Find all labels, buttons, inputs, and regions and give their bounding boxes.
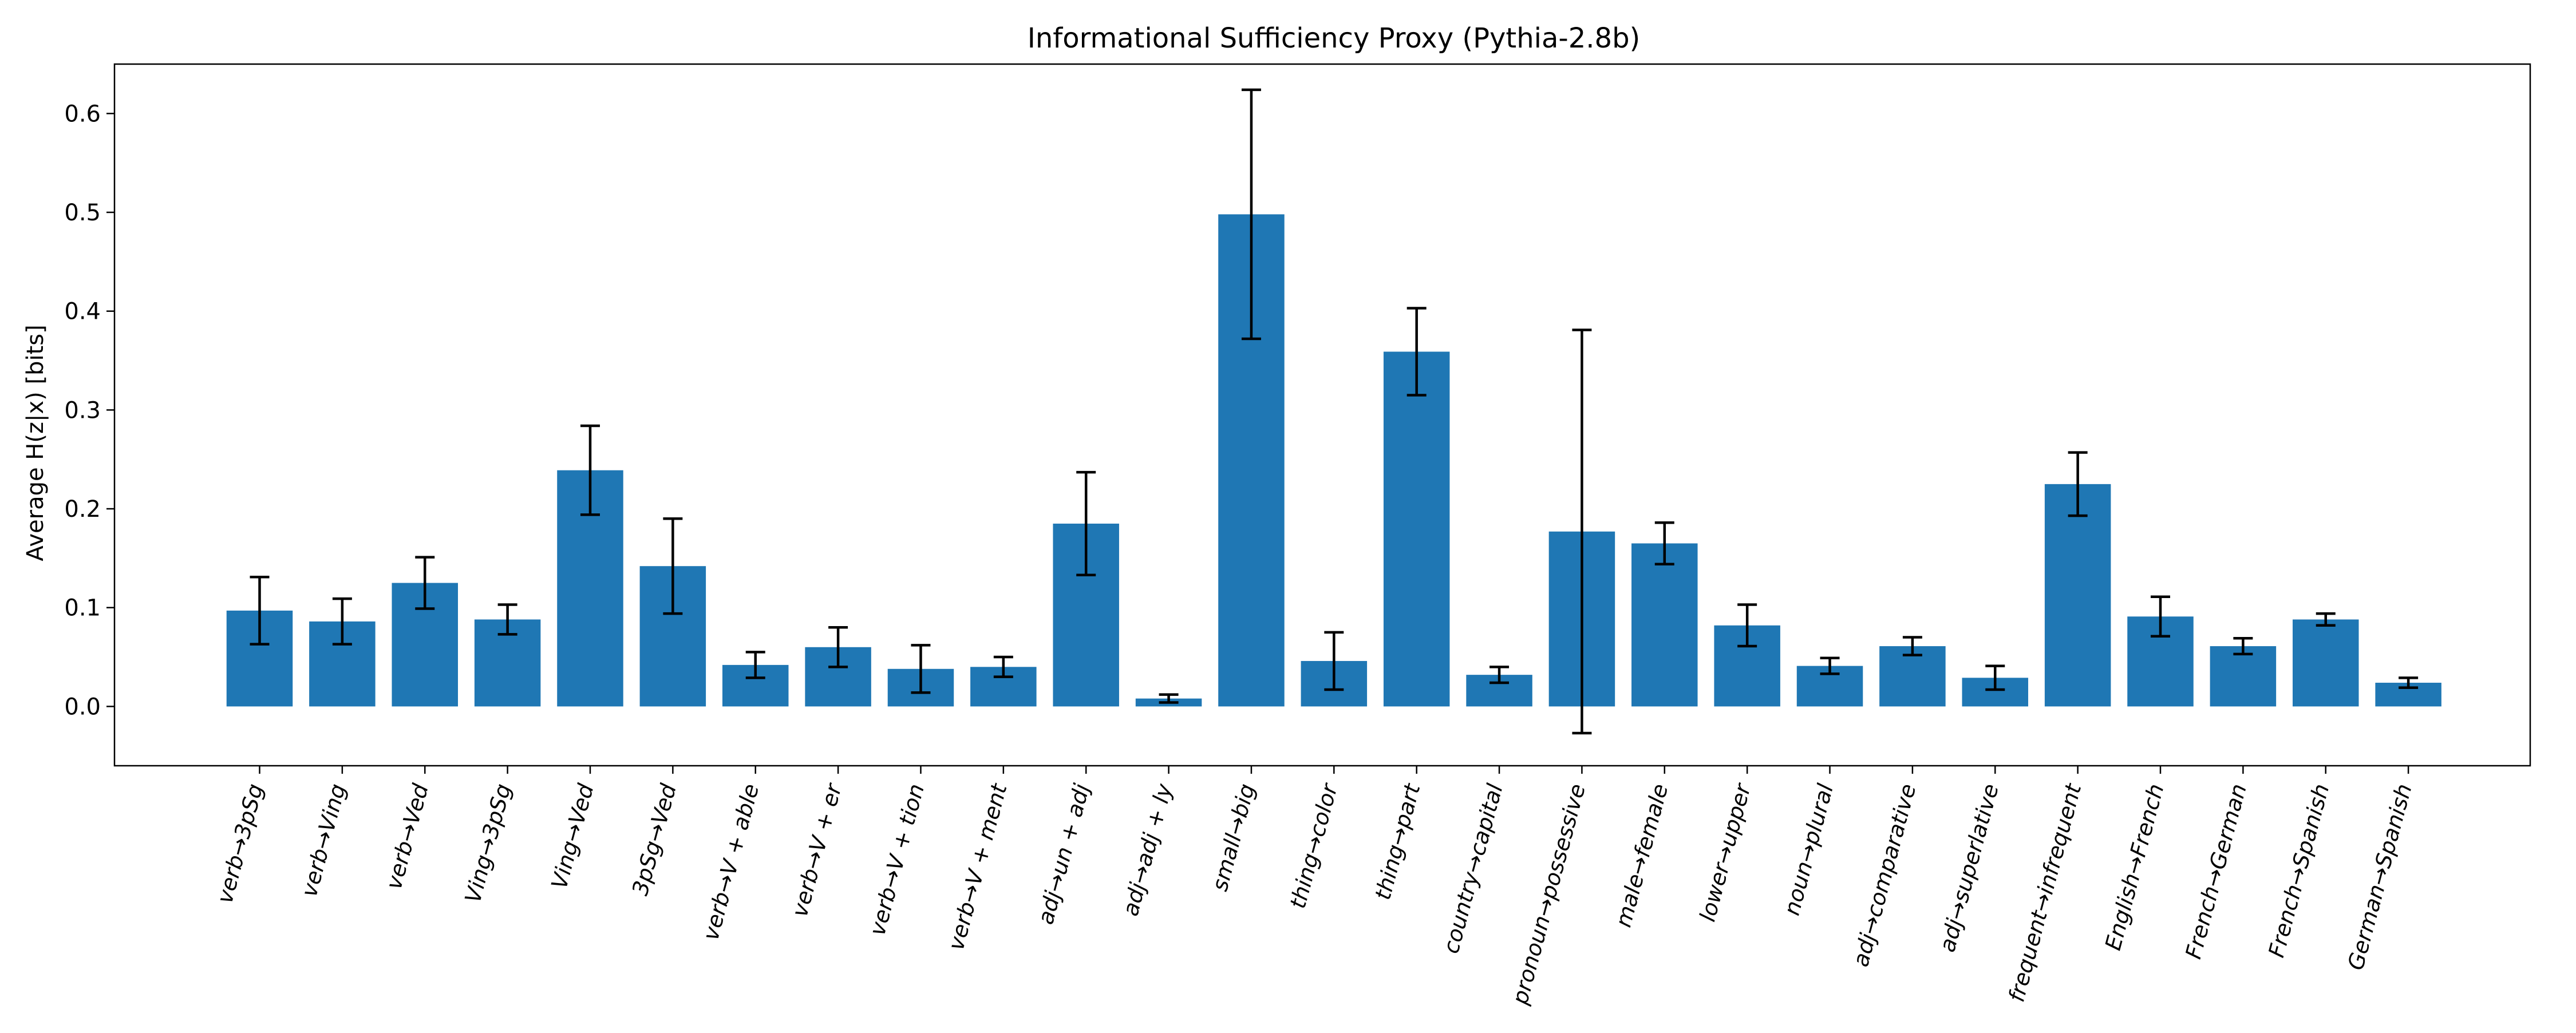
y-tick-label: 0.4: [64, 299, 101, 325]
y-axis-label: Average H(z|x) [bits]: [22, 324, 49, 561]
y-tick-label: 0.0: [64, 694, 101, 720]
y-tick-label: 0.5: [64, 200, 101, 226]
bar: [1383, 351, 1450, 707]
chart-title: Informational Sufficiency Proxy (Pythia-…: [1028, 22, 1641, 54]
y-tick-label: 0.6: [64, 101, 101, 127]
bar: [2293, 619, 2359, 707]
y-tick-label: 0.1: [64, 595, 101, 622]
bar: [1631, 543, 1698, 707]
plot-frame: [113, 63, 2531, 767]
y-tick-label: 0.2: [64, 496, 101, 523]
y-tick-label: 0.3: [64, 397, 101, 424]
bar: [2210, 646, 2277, 707]
bar: [2044, 484, 2111, 707]
